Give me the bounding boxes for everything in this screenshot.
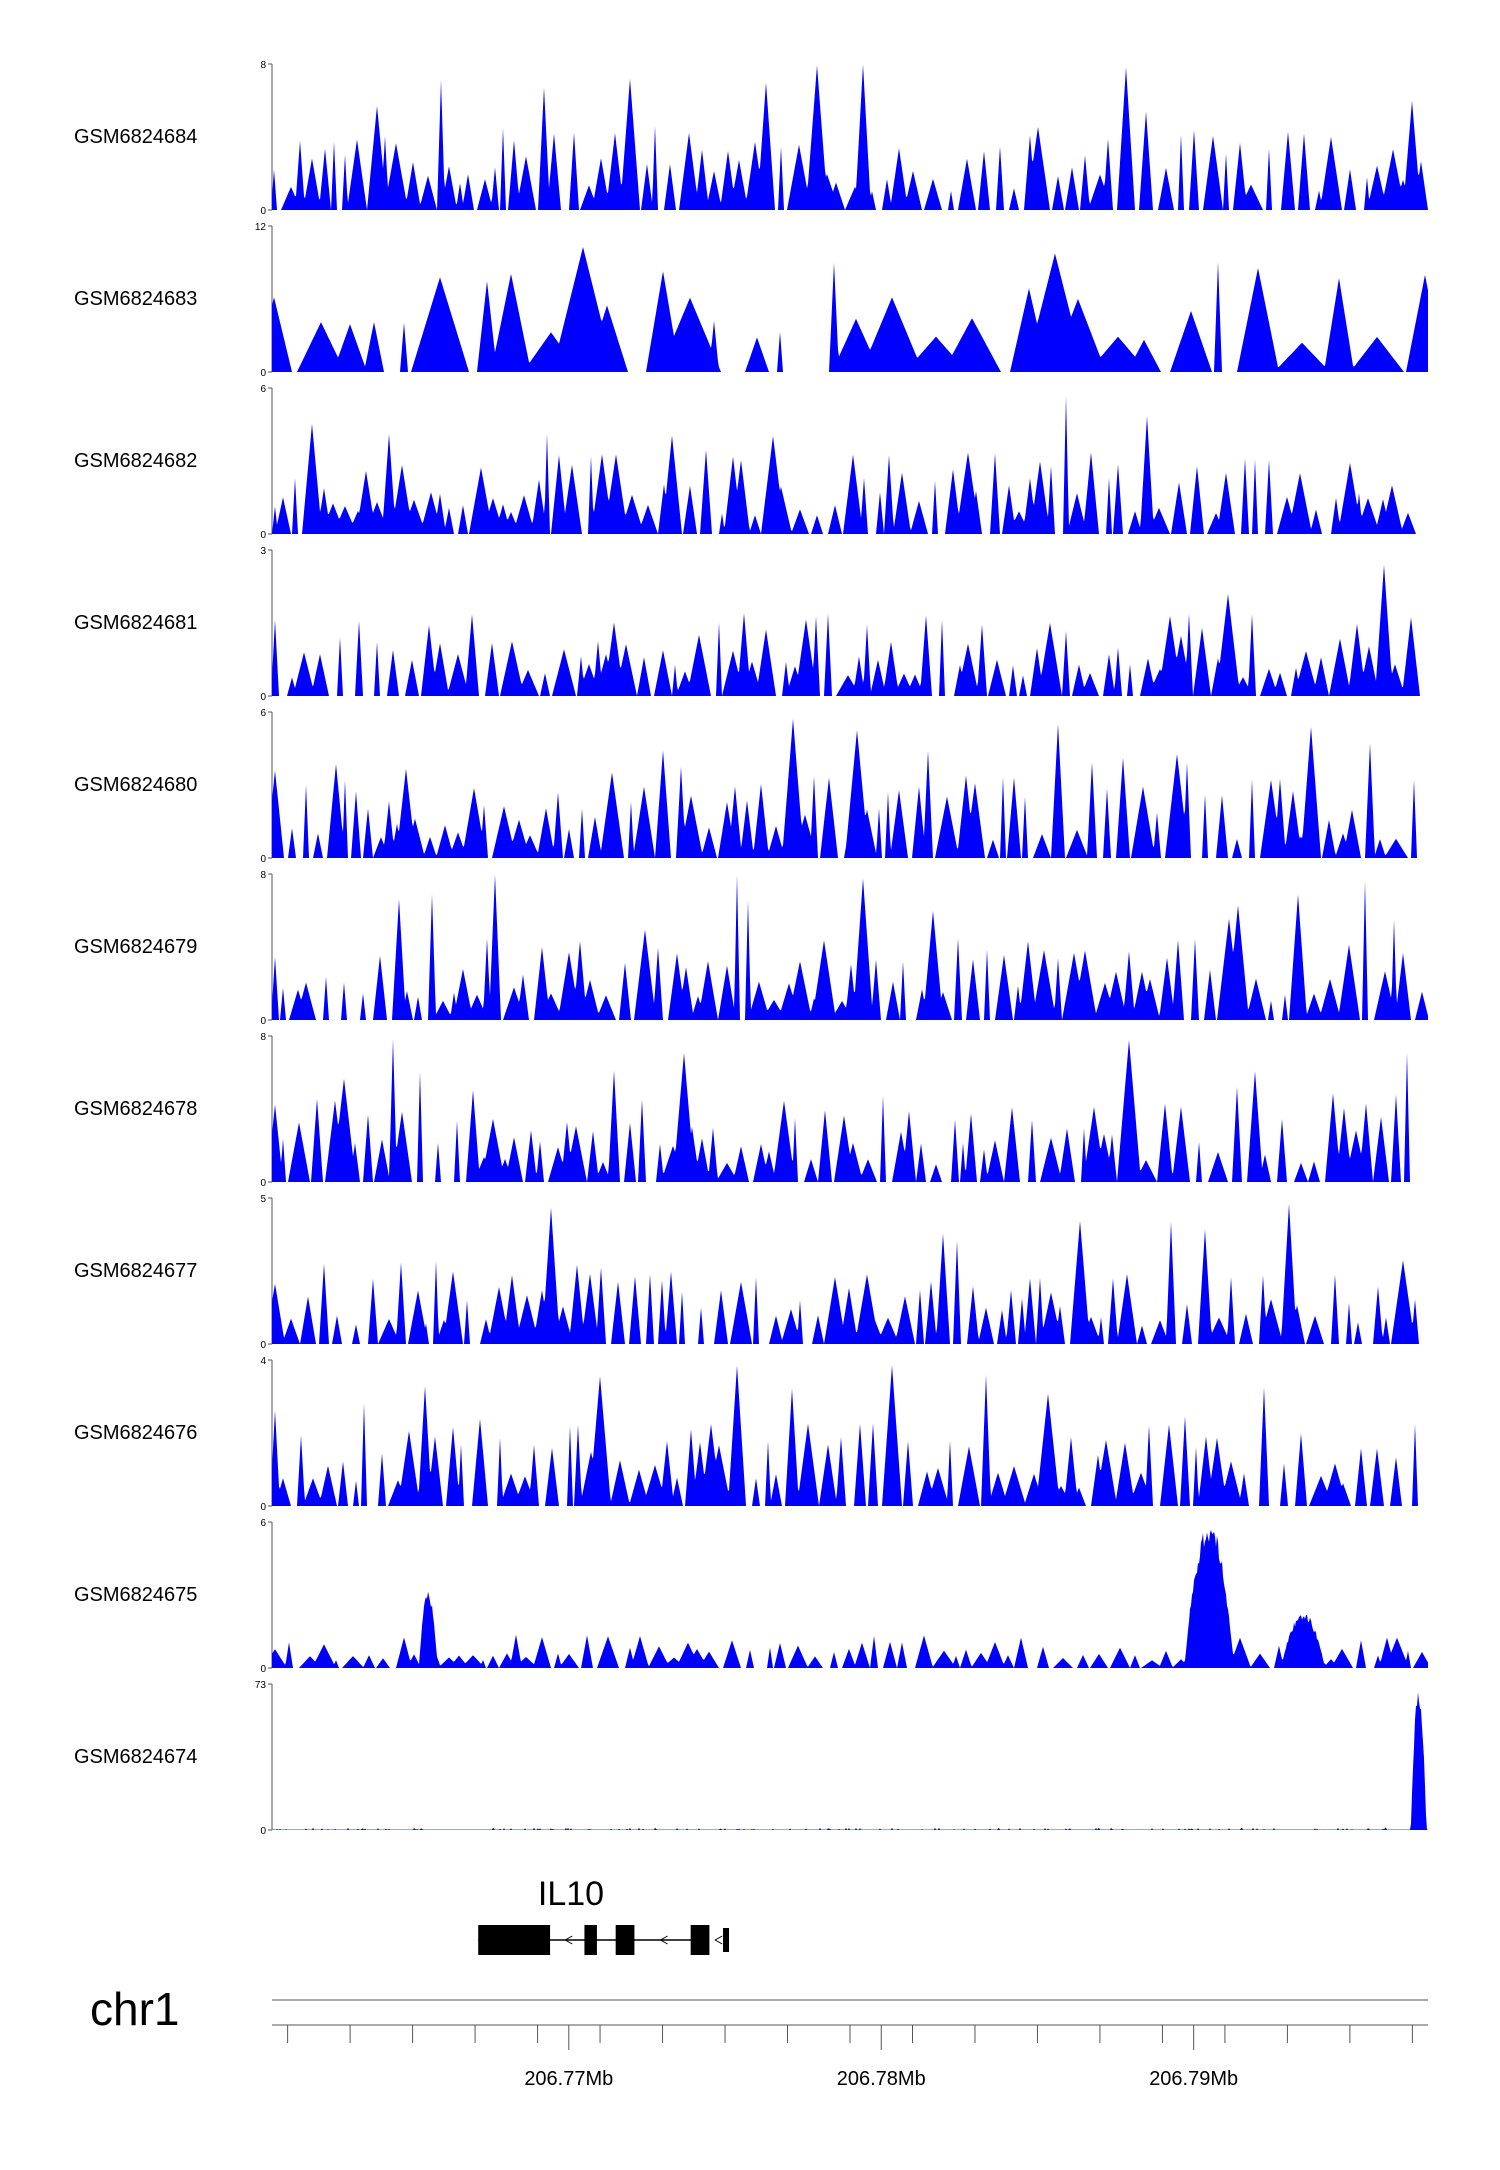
track-GSM6824683: GSM6824683 12 0 (74, 222, 1428, 379)
track-label: GSM6824681 (74, 612, 197, 634)
track-GSM6824684: GSM6824684 8 0 (74, 60, 1428, 217)
y-tick-label-min: 0 (260, 1502, 266, 1513)
axis-tick-label: 206.78Mb (837, 2068, 926, 2090)
genome-axis: chr1 206.77Mb 206.78Mb 206.79Mb (90, 1983, 1428, 2090)
track-label: GSM6824680 (74, 774, 197, 796)
gene-model-track: IL10 (478, 1875, 730, 1955)
gene-label: IL10 (538, 1875, 604, 1913)
gene-exon (615, 1925, 635, 1955)
y-tick-label-min: 0 (260, 854, 266, 865)
strand-arrow (714, 1935, 723, 1945)
track-GSM6824675: GSM6824675 6 0 (74, 1518, 1428, 1675)
y-tick-label-max: 6 (260, 384, 266, 395)
strand-arrow (659, 1935, 668, 1945)
coverage-area (272, 395, 1428, 534)
gene-exon (690, 1925, 710, 1955)
coverage-area (272, 1692, 1428, 1830)
track-GSM6824677: GSM6824677 5 0 (74, 1194, 1428, 1351)
track-label: GSM6824684 (74, 126, 197, 148)
y-tick-label-min: 0 (260, 1826, 266, 1837)
track-GSM6824682: GSM6824682 6 0 (74, 384, 1428, 541)
axis-tick-label: 206.79Mb (1149, 2068, 1238, 2090)
axis-tick-label: 206.77Mb (524, 2068, 613, 2090)
y-tick-label-min: 0 (260, 368, 266, 379)
y-tick-label-max: 12 (255, 222, 267, 233)
y-tick-label-min: 0 (260, 206, 266, 217)
track-label: GSM6824678 (74, 1098, 197, 1120)
track-GSM6824681: GSM6824681 3 0 (74, 546, 1428, 703)
track-label: GSM6824677 (74, 1260, 197, 1282)
track-label: GSM6824679 (74, 936, 197, 958)
coverage-area (272, 1365, 1428, 1506)
y-tick-label-max: 6 (260, 708, 266, 719)
track-label: GSM6824675 (74, 1584, 197, 1606)
coverage-area (272, 874, 1428, 1020)
y-tick-label-min: 0 (260, 1178, 266, 1189)
gene-exon (723, 1928, 730, 1952)
y-tick-label-max: 8 (260, 1032, 266, 1043)
y-tick-label-max: 6 (260, 1518, 266, 1529)
coverage-area (272, 1039, 1428, 1182)
coverage-area (272, 247, 1428, 372)
y-tick-label-min: 0 (260, 1340, 266, 1351)
y-tick-label-min: 0 (260, 530, 266, 541)
track-GSM6824679: GSM6824679 8 0 (74, 870, 1428, 1027)
coverage-area (272, 64, 1428, 211)
y-tick-label-min: 0 (260, 1016, 266, 1027)
track-GSM6824674: GSM6824674 73 0 (74, 1680, 1428, 1837)
coverage-tracks: GSM682468480GSM6824683120GSM682468260GSM… (74, 60, 1428, 1837)
y-tick-label-max: 8 (260, 60, 266, 71)
y-tick-label-min: 0 (260, 1664, 266, 1675)
y-tick-label-max: 4 (260, 1356, 266, 1367)
gene-exon (584, 1925, 597, 1955)
track-GSM6824678: GSM6824678 8 0 (74, 1032, 1428, 1189)
y-tick-label-min: 0 (260, 692, 266, 703)
track-label: GSM6824676 (74, 1422, 197, 1444)
coverage-area (272, 1203, 1428, 1344)
track-GSM6824680: GSM6824680 6 0 (74, 708, 1428, 865)
y-tick-label-max: 5 (260, 1194, 266, 1205)
chromosome-label: chr1 (90, 1983, 179, 2035)
strand-arrow (564, 1935, 573, 1945)
coverage-area (272, 1530, 1428, 1668)
track-label: GSM6824682 (74, 450, 197, 472)
track-label: GSM6824683 (74, 288, 197, 310)
coverage-area (272, 564, 1428, 696)
track-label: GSM6824674 (74, 1746, 197, 1768)
gene-exon (478, 1925, 551, 1955)
y-tick-label-max: 8 (260, 870, 266, 881)
y-tick-label-max: 3 (260, 546, 266, 557)
track-GSM6824676: GSM6824676 4 0 (74, 1356, 1428, 1513)
y-tick-label-max: 73 (255, 1680, 267, 1691)
coverage-area (272, 718, 1428, 858)
